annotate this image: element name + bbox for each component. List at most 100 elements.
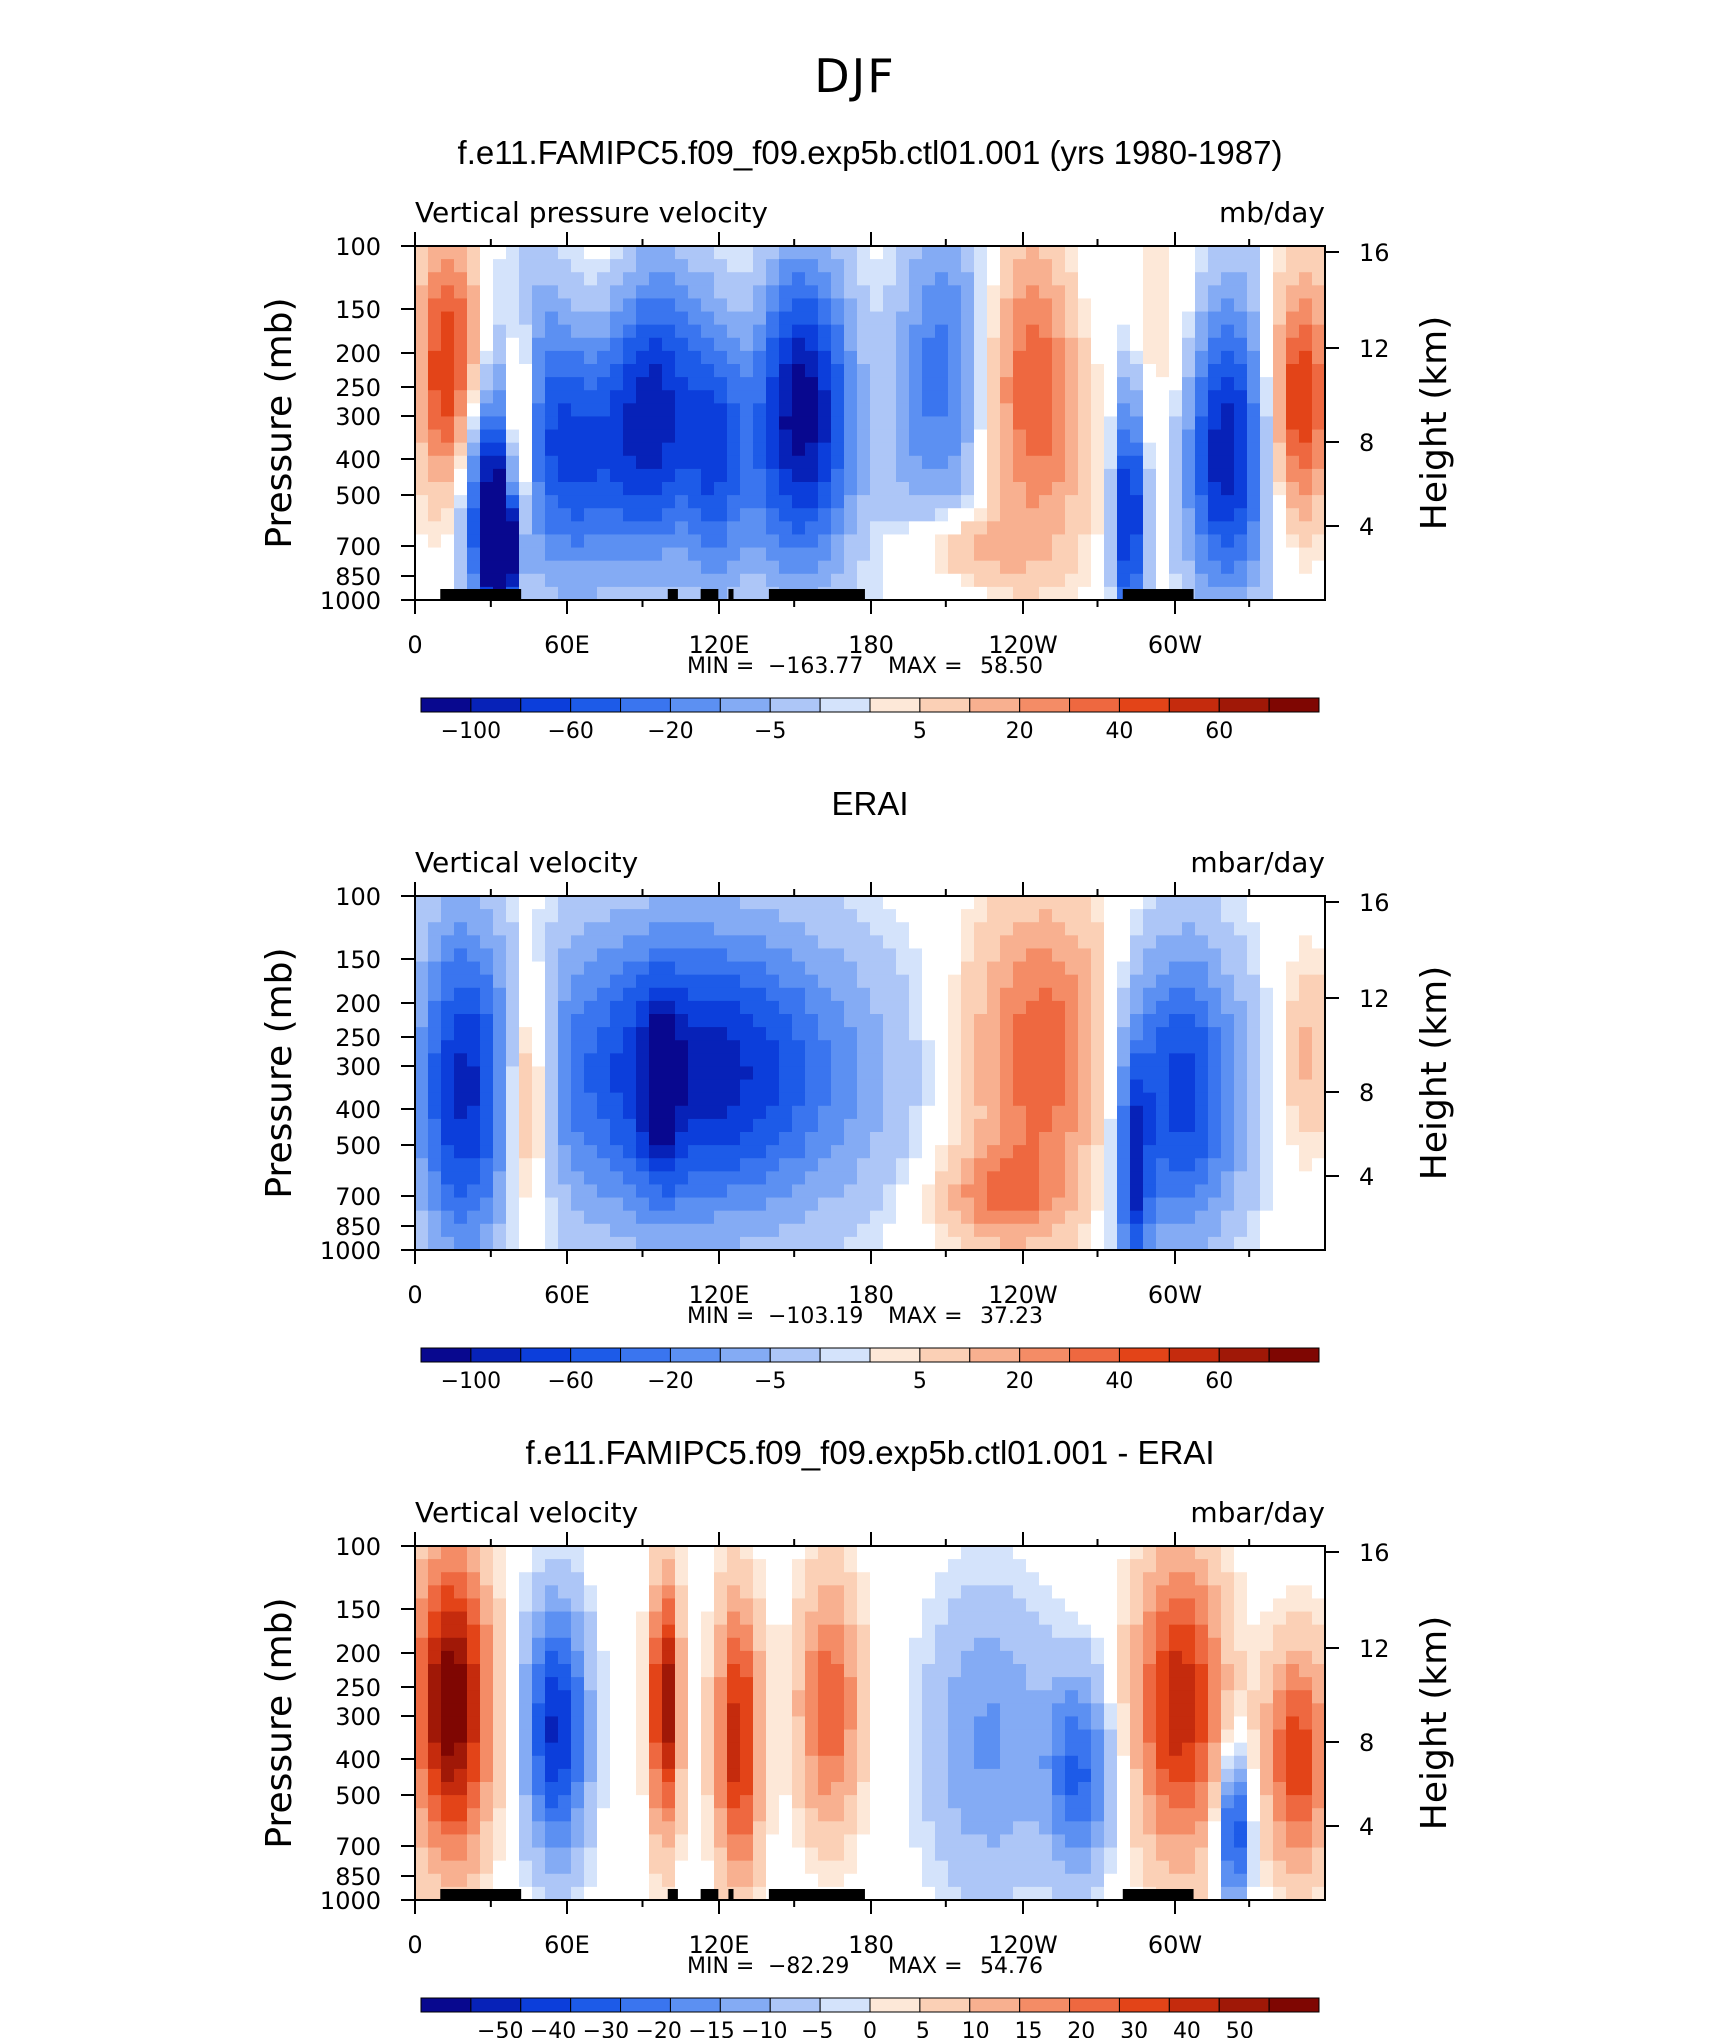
- heatmap-cell: [896, 534, 910, 549]
- heatmap-cell: [532, 1223, 546, 1238]
- heatmap-cell: [428, 298, 442, 313]
- heatmap-cell: [428, 482, 442, 496]
- heatmap-cell: [662, 1572, 676, 1586]
- heatmap-cell: [467, 935, 481, 950]
- heatmap-cell: [428, 1014, 442, 1028]
- heatmap-cell: [493, 324, 507, 339]
- heatmap-cell: [1052, 935, 1066, 950]
- heatmap-cell: [415, 1171, 429, 1186]
- heatmap-cell: [1221, 272, 1235, 286]
- heatmap-cell: [753, 1585, 767, 1600]
- heatmap-cell: [1247, 350, 1261, 365]
- heatmap-cell: [610, 1650, 624, 1665]
- heatmap-cell: [519, 586, 533, 601]
- heatmap-cell: [1221, 534, 1235, 549]
- heatmap-cell: [1000, 1158, 1014, 1172]
- heatmap-cell: [597, 586, 611, 601]
- heatmap-cell: [818, 1145, 832, 1159]
- heatmap-cell: [1013, 455, 1027, 470]
- heatmap-cell: [688, 377, 702, 391]
- y-tick-label: 850: [335, 1213, 381, 1241]
- heatmap-cell: [662, 455, 676, 470]
- heatmap-cell: [1065, 547, 1079, 562]
- heatmap-cell: [571, 1637, 585, 1652]
- heatmap-cell: [818, 508, 832, 522]
- heatmap-cell: [1052, 403, 1066, 418]
- heatmap-cell: [545, 350, 559, 365]
- heatmap-cell: [454, 390, 468, 404]
- heatmap-cell: [610, 1598, 624, 1613]
- heatmap-cell: [1039, 573, 1053, 588]
- heatmap-cell: [1195, 1040, 1209, 1054]
- heatmap-cell: [1026, 1236, 1040, 1251]
- heatmap-cell: [662, 1650, 676, 1665]
- heatmap-cell: [584, 298, 598, 313]
- heatmap-cell: [480, 1664, 494, 1678]
- heatmap-cell: [1312, 573, 1326, 588]
- heatmap-cell: [415, 403, 429, 418]
- heatmap-cell: [688, 429, 702, 444]
- heatmap-cell: [454, 1611, 468, 1626]
- heatmap-cell: [1195, 1092, 1209, 1107]
- heatmap-cell: [519, 1860, 533, 1875]
- y2-tick-label: 4: [1359, 1163, 1374, 1191]
- heatmap-cell: [1156, 948, 1170, 963]
- heatmap-cell: [857, 1821, 871, 1836]
- heatmap-cell: [935, 547, 949, 562]
- heatmap-cell: [545, 1105, 559, 1120]
- heatmap-cell: [519, 534, 533, 549]
- heatmap-cell: [1091, 974, 1105, 989]
- colorbar-swatch: [470, 1347, 522, 1363]
- heatmap-cell: [675, 1873, 689, 1888]
- heatmap-cell: [831, 468, 845, 483]
- heatmap-cell: [831, 508, 845, 522]
- heatmap-cell: [441, 1066, 455, 1081]
- heatmap-cell: [779, 1145, 793, 1159]
- heatmap-cell: [636, 1716, 650, 1731]
- heatmap-cell: [701, 468, 715, 483]
- heatmap-cell: [649, 1197, 663, 1212]
- heatmap-cell: [610, 1637, 624, 1652]
- heatmap-cell: [558, 922, 572, 936]
- heatmap-cell: [1299, 337, 1313, 352]
- heatmap-cell: [805, 1000, 819, 1015]
- colorbar-swatch: [819, 1347, 871, 1363]
- heatmap-cell: [610, 560, 624, 575]
- heatmap-cell: [584, 1729, 598, 1744]
- heatmap-cell: [1260, 961, 1274, 976]
- heatmap-cell: [506, 961, 520, 976]
- heatmap-cell: [844, 350, 858, 365]
- heatmap-cell: [714, 1132, 728, 1146]
- heatmap-cell: [922, 521, 936, 536]
- heatmap-cell: [558, 987, 572, 1002]
- heatmap-cell: [532, 1703, 546, 1718]
- heatmap-cell: [1091, 364, 1105, 378]
- heatmap-cell: [1299, 1210, 1313, 1225]
- heatmap-cell: [675, 1210, 689, 1225]
- heatmap-cell: [519, 1197, 533, 1212]
- heatmap-cell: [636, 1611, 650, 1626]
- heatmap-cell: [532, 1572, 546, 1586]
- heatmap-cell: [714, 1105, 728, 1120]
- heatmap-cell: [519, 416, 533, 431]
- heatmap-cell: [1286, 1197, 1300, 1212]
- heatmap-cell: [844, 1105, 858, 1120]
- heatmap-cell: [610, 1145, 624, 1159]
- heatmap-cell: [675, 1079, 689, 1094]
- heatmap-cell: [857, 1664, 871, 1678]
- heatmap-cell: [454, 1053, 468, 1068]
- heatmap-cell: [662, 1066, 676, 1081]
- heatmap-cell: [688, 1821, 702, 1836]
- heatmap-cell: [844, 1546, 858, 1560]
- heatmap-cell: [987, 364, 1001, 378]
- heatmap-cell: [922, 948, 936, 963]
- heatmap-cell: [818, 1860, 832, 1875]
- heatmap-cell: [467, 909, 481, 923]
- heatmap-cell: [597, 1624, 611, 1639]
- heatmap-cell: [922, 311, 936, 326]
- heatmap-cell: [454, 1132, 468, 1146]
- heatmap-cell: [1247, 1092, 1261, 1107]
- y-axis-label: Pressure (mb): [259, 947, 300, 1198]
- heatmap-cell: [636, 482, 650, 496]
- heatmap-cell: [571, 1860, 585, 1875]
